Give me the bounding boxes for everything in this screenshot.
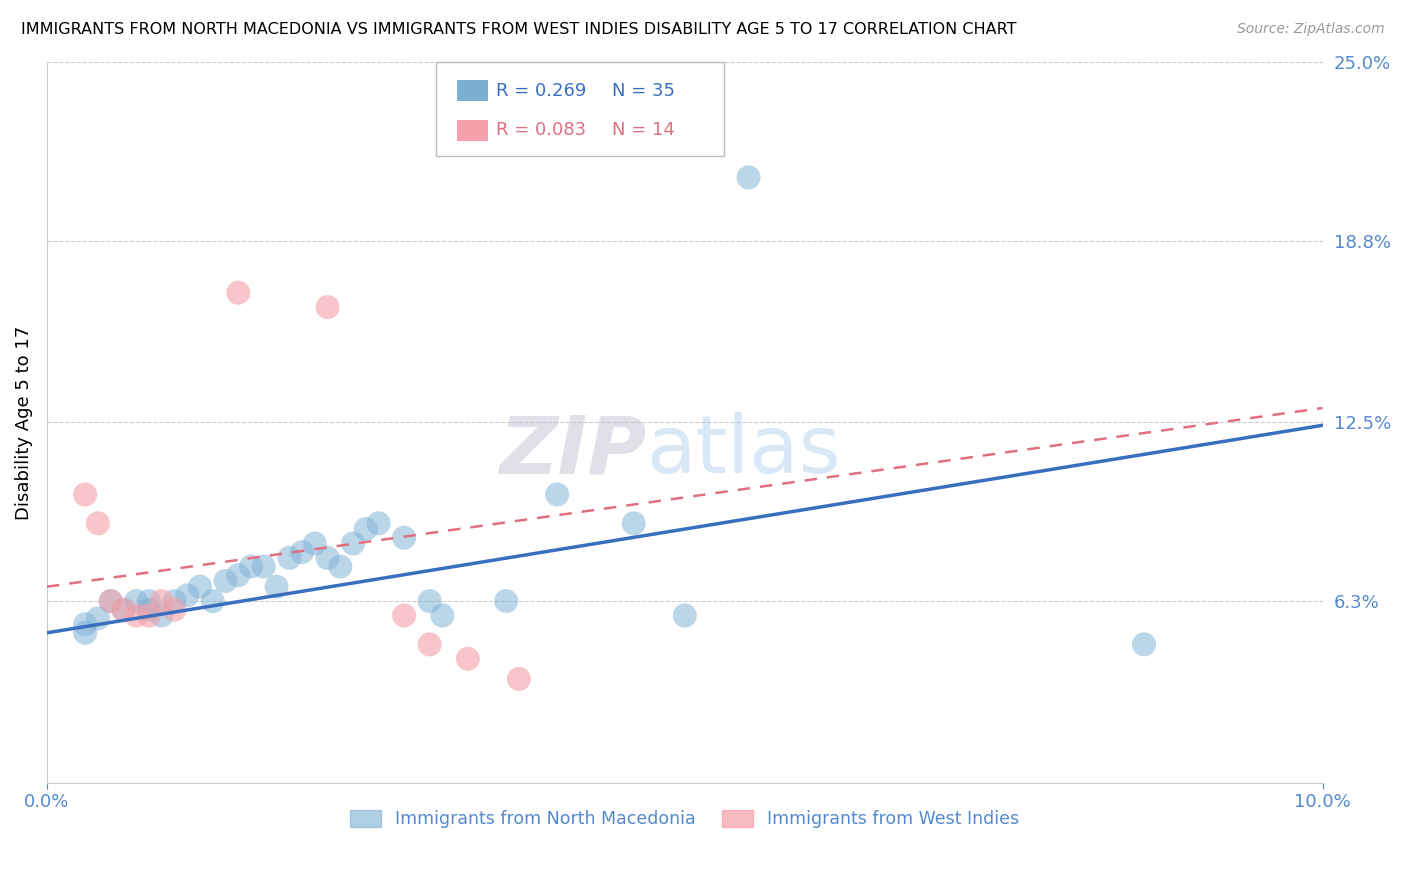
Point	[100, 594, 122, 608]
Point	[201, 594, 224, 608]
Point	[138, 603, 160, 617]
Point	[226, 568, 249, 582]
Text: IMMIGRANTS FROM NORTH MACEDONIA VS IMMIGRANTS FROM WEST INDIES DISABILITY AGE 5 : IMMIGRANTS FROM NORTH MACEDONIA VS IMMIG…	[21, 22, 1017, 37]
Text: Source: ZipAtlas.com: Source: ZipAtlas.com	[1237, 22, 1385, 37]
Point	[266, 580, 288, 594]
Text: N = 14: N = 14	[612, 121, 675, 139]
Point	[188, 580, 211, 594]
Point	[623, 516, 645, 531]
Point	[342, 536, 364, 550]
Y-axis label: Disability Age 5 to 17: Disability Age 5 to 17	[15, 326, 32, 519]
Point	[432, 608, 454, 623]
Point	[316, 300, 339, 314]
Point	[392, 608, 415, 623]
Point	[354, 522, 377, 536]
Point	[419, 637, 441, 651]
Point	[163, 603, 186, 617]
Point	[1133, 637, 1156, 651]
Point	[150, 594, 173, 608]
Point	[316, 550, 339, 565]
Point	[176, 588, 198, 602]
Point	[278, 550, 301, 565]
Point	[226, 285, 249, 300]
Text: atlas: atlas	[647, 412, 841, 491]
Point	[100, 594, 122, 608]
Point	[419, 594, 441, 608]
Legend: Immigrants from North Macedonia, Immigrants from West Indies: Immigrants from North Macedonia, Immigra…	[343, 803, 1026, 835]
Point	[304, 536, 326, 550]
Point	[138, 594, 160, 608]
Point	[253, 559, 276, 574]
Point	[214, 574, 236, 588]
Point	[240, 559, 263, 574]
Point	[508, 672, 530, 686]
Text: R = 0.269: R = 0.269	[496, 82, 586, 100]
Point	[737, 170, 759, 185]
Point	[75, 487, 97, 501]
Point	[138, 608, 160, 623]
Point	[673, 608, 696, 623]
Point	[495, 594, 517, 608]
Point	[329, 559, 352, 574]
Point	[112, 603, 135, 617]
Point	[75, 617, 97, 632]
Point	[125, 608, 148, 623]
Point	[546, 487, 568, 501]
Point	[367, 516, 389, 531]
Point	[87, 611, 110, 625]
Point	[392, 531, 415, 545]
Point	[112, 603, 135, 617]
Point	[87, 516, 110, 531]
Point	[163, 594, 186, 608]
Point	[291, 545, 314, 559]
Point	[150, 608, 173, 623]
Text: ZIP: ZIP	[499, 412, 647, 491]
Text: N = 35: N = 35	[612, 82, 675, 100]
Point	[457, 652, 479, 666]
Text: R = 0.083: R = 0.083	[496, 121, 586, 139]
Point	[75, 625, 97, 640]
Point	[125, 594, 148, 608]
